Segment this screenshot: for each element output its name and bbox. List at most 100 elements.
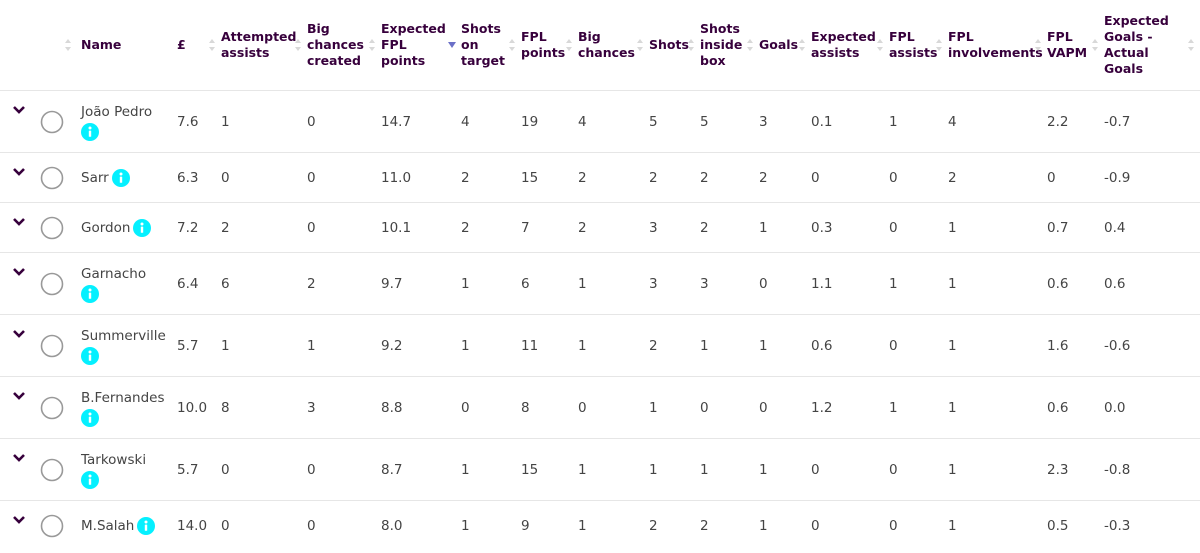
expand-chevron[interactable] bbox=[12, 515, 26, 525]
info-icon[interactable] bbox=[81, 284, 99, 303]
stat-value: 0.0 bbox=[1104, 399, 1126, 416]
stat-value: 0.6 bbox=[1104, 275, 1126, 292]
stat-cell: 6.3 bbox=[177, 152, 221, 203]
info-icon[interactable] bbox=[81, 122, 99, 141]
stat-value: 1 bbox=[221, 113, 230, 130]
column-header[interactable]: Attempted assists bbox=[221, 0, 307, 91]
stat-cell: 3 bbox=[649, 252, 700, 315]
column-header[interactable]: Name bbox=[81, 0, 177, 91]
stat-value: 2 bbox=[578, 219, 587, 236]
column-header[interactable]: FPL assists bbox=[889, 0, 948, 91]
stat-value: 2 bbox=[948, 169, 957, 186]
expand-chevron[interactable] bbox=[12, 167, 26, 177]
stat-cell: 3 bbox=[759, 90, 811, 153]
info-icon[interactable] bbox=[81, 470, 99, 489]
expand-chevron[interactable] bbox=[12, 391, 26, 401]
stat-cell: 0 bbox=[307, 152, 381, 203]
stat-cell: 1 bbox=[948, 202, 1047, 253]
expand-chevron[interactable] bbox=[12, 329, 26, 339]
stat-cell: 0 bbox=[811, 500, 889, 550]
column-header[interactable]: Shots inside box bbox=[700, 0, 759, 91]
stat-cell: 0.6 bbox=[1047, 376, 1104, 439]
select-radio[interactable] bbox=[40, 216, 64, 240]
info-icon[interactable] bbox=[133, 218, 152, 237]
column-header[interactable]: £ bbox=[177, 0, 221, 91]
header-label: Name bbox=[81, 37, 122, 52]
select-radio[interactable] bbox=[40, 514, 64, 538]
column-header[interactable]: Big chances bbox=[578, 0, 649, 91]
stat-value: 9.2 bbox=[381, 337, 403, 354]
stat-cell: 14.7 bbox=[381, 90, 461, 153]
player-name[interactable]: Garnacho bbox=[81, 265, 147, 282]
column-header[interactable]: Expected Goals - Actual Goals bbox=[1104, 0, 1200, 91]
stat-value: 1 bbox=[461, 517, 470, 534]
stat-value: 0 bbox=[889, 219, 898, 236]
stat-value: 1 bbox=[578, 461, 587, 478]
stat-cell: 9 bbox=[521, 500, 578, 550]
info-icon[interactable] bbox=[111, 168, 130, 187]
select-radio[interactable] bbox=[40, 458, 64, 482]
player-name[interactable]: João Pedro bbox=[81, 103, 153, 120]
stat-value: -0.6 bbox=[1104, 337, 1131, 354]
expand-chevron[interactable] bbox=[12, 453, 26, 463]
select-radio[interactable] bbox=[40, 272, 64, 296]
stat-cell: 15 bbox=[521, 438, 578, 501]
column-header[interactable]: Expected FPL points bbox=[381, 0, 461, 91]
stat-value: 0.4 bbox=[1104, 219, 1126, 236]
column-header[interactable]: Big chances created bbox=[307, 0, 381, 91]
stat-value: 8.0 bbox=[381, 517, 403, 534]
row-controls bbox=[0, 376, 81, 439]
info-icon[interactable] bbox=[81, 408, 99, 427]
column-header[interactable]: FPL points bbox=[521, 0, 578, 91]
expand-chevron[interactable] bbox=[12, 105, 26, 115]
stat-value: 1 bbox=[649, 461, 658, 478]
stat-cell: 1 bbox=[461, 500, 521, 550]
stat-value: 0 bbox=[461, 399, 470, 416]
stat-cell: 1 bbox=[221, 314, 307, 377]
player-name-cell: Garnacho bbox=[81, 252, 177, 315]
select-radio[interactable] bbox=[40, 166, 64, 190]
player-name-cell: Tarkowski bbox=[81, 438, 177, 501]
info-icon[interactable] bbox=[137, 516, 156, 535]
expand-chevron[interactable] bbox=[12, 267, 26, 277]
stat-value: 1 bbox=[578, 517, 587, 534]
row-controls bbox=[0, 152, 81, 203]
column-header[interactable]: Shots on target bbox=[461, 0, 521, 91]
stat-value: 14.0 bbox=[177, 517, 208, 534]
stat-cell: 0 bbox=[889, 500, 948, 550]
player-name[interactable]: Sarr bbox=[81, 169, 109, 186]
stat-cell: 0 bbox=[307, 438, 381, 501]
select-radio[interactable] bbox=[40, 396, 64, 420]
row-controls bbox=[0, 500, 81, 550]
stat-value: 8 bbox=[221, 399, 230, 416]
expand-chevron[interactable] bbox=[12, 217, 26, 227]
select-radio[interactable] bbox=[40, 334, 64, 358]
player-name[interactable]: M.Salah bbox=[81, 517, 135, 534]
select-radio[interactable] bbox=[40, 110, 64, 134]
stat-cell: 1 bbox=[948, 252, 1047, 315]
player-name[interactable]: Summerville bbox=[81, 327, 166, 344]
stat-value: 1 bbox=[889, 113, 898, 130]
stat-value: 1 bbox=[649, 399, 658, 416]
column-header[interactable]: FPL involvements bbox=[948, 0, 1047, 91]
column-header[interactable]: FPL VAPM bbox=[1047, 0, 1104, 91]
column-header[interactable]: Goals bbox=[759, 0, 811, 91]
stat-value: 1 bbox=[578, 275, 587, 292]
stat-cell: 1.6 bbox=[1047, 314, 1104, 377]
info-icon[interactable] bbox=[81, 346, 99, 365]
stat-value: 1 bbox=[889, 275, 898, 292]
stat-cell: 0 bbox=[1047, 152, 1104, 203]
stat-cell: 0 bbox=[461, 376, 521, 439]
column-header[interactable]: Shots bbox=[649, 0, 700, 91]
stat-value: 6 bbox=[221, 275, 230, 292]
stat-value: 5.7 bbox=[177, 337, 199, 354]
player-name[interactable]: B.Fernandes bbox=[81, 389, 165, 406]
sort-icon bbox=[799, 39, 805, 51]
stat-value: 0 bbox=[759, 399, 768, 416]
column-header[interactable]: Expected assists bbox=[811, 0, 889, 91]
stat-value: 9.7 bbox=[381, 275, 403, 292]
player-name[interactable]: Tarkowski bbox=[81, 451, 147, 468]
stat-cell: 4 bbox=[948, 90, 1047, 153]
player-name[interactable]: Gordon bbox=[81, 219, 131, 236]
table-header: Name £ Attempted assists Big chances create… bbox=[0, 0, 1200, 91]
